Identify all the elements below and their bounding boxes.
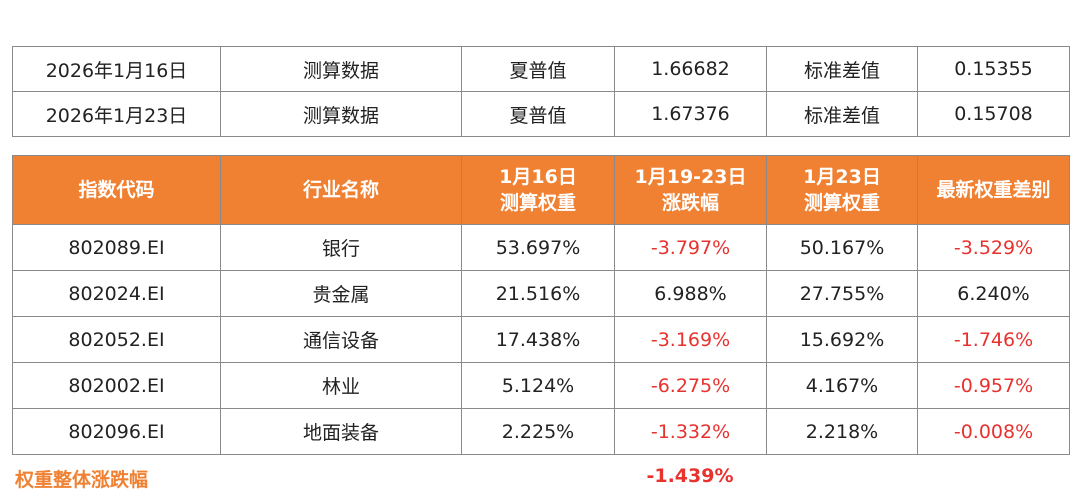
weight-0123-cell: 50.167% [766, 224, 918, 271]
index-code-cell: 802052.EI [12, 316, 221, 363]
stddev-label: 标准差值 [766, 46, 918, 92]
weight-0116-cell: 2.225% [461, 408, 615, 455]
summary-type: 测算数据 [220, 91, 462, 137]
header-weight-0116: 1月16日 测算权重 [461, 155, 615, 225]
weight-0116-cell: 17.438% [461, 316, 615, 363]
index-code-cell: 802089.EI [12, 224, 221, 271]
table-row: 802002.EI 林业 5.124% -6.275% 4.167% -0.95… [12, 362, 1070, 409]
weight-0123-cell: 4.167% [766, 362, 918, 409]
overall-change-label: 权重整体涨跌幅 [15, 469, 149, 491]
weight-0123-cell: 15.692% [766, 316, 918, 363]
index-code-cell: 802024.EI [12, 270, 221, 317]
summary-row: 2026年1月23日 测算数据 夏普值 1.67376 标准差值 0.15708 [12, 91, 1070, 137]
industry-cell: 通信设备 [220, 316, 462, 363]
summary-row: 2026年1月16日 测算数据 夏普值 1.66682 标准差值 0.15355 [12, 46, 1070, 92]
header-weight-diff: 最新权重差别 [917, 155, 1070, 225]
diff-cell: 6.240% [917, 270, 1070, 317]
diff-cell: -3.529% [917, 224, 1070, 271]
summary-date: 2026年1月23日 [12, 91, 221, 137]
weight-0116-cell: 53.697% [461, 224, 615, 271]
change-cell: -3.797% [614, 224, 767, 271]
stddev-value: 0.15708 [917, 91, 1070, 137]
diff-cell: -0.008% [917, 408, 1070, 455]
change-cell: -1.332% [614, 408, 767, 455]
sharpe-label: 夏普值 [461, 46, 615, 92]
stddev-label: 标准差值 [766, 91, 918, 137]
sharpe-value: 1.66682 [614, 46, 767, 92]
index-code-cell: 802002.EI [12, 362, 221, 409]
industry-cell: 林业 [220, 362, 462, 409]
stddev-value: 0.15355 [917, 46, 1070, 92]
change-cell: -3.169% [614, 316, 767, 363]
sharpe-label: 夏普值 [461, 91, 615, 137]
diff-cell: -0.957% [917, 362, 1070, 409]
header-index-code: 指数代码 [12, 155, 221, 225]
overall-change-value: -1.439% [646, 465, 734, 487]
index-code-cell: 802096.EI [12, 408, 221, 455]
header-industry-name: 行业名称 [220, 155, 462, 225]
change-cell: 6.988% [614, 270, 767, 317]
header-weight-0123: 1月23日 测算权重 [766, 155, 918, 225]
change-cell: -6.275% [614, 362, 767, 409]
header-change: 1月19-23日 涨跌幅 [614, 155, 767, 225]
sharpe-value: 1.67376 [614, 91, 767, 137]
diff-cell: -1.746% [917, 316, 1070, 363]
summary-table: 2026年1月16日 测算数据 夏普值 1.66682 标准差值 0.15355… [12, 46, 1070, 137]
weight-0123-cell: 2.218% [766, 408, 918, 455]
industry-cell: 地面装备 [220, 408, 462, 455]
weight-0123-cell: 27.755% [766, 270, 918, 317]
table-row: 802096.EI 地面装备 2.225% -1.332% 2.218% -0.… [12, 408, 1070, 455]
table-header-row: 指数代码 行业名称 1月16日 测算权重 1月19-23日 涨跌幅 1月23日 … [12, 155, 1070, 225]
weight-0116-cell: 21.516% [461, 270, 615, 317]
weight-0116-cell: 5.124% [461, 362, 615, 409]
table-row: 802052.EI 通信设备 17.438% -3.169% 15.692% -… [12, 316, 1070, 363]
summary-type: 测算数据 [220, 46, 462, 92]
summary-date: 2026年1月16日 [12, 46, 221, 92]
industry-cell: 贵金属 [220, 270, 462, 317]
weights-table: 指数代码 行业名称 1月16日 测算权重 1月19-23日 涨跌幅 1月23日 … [12, 155, 1070, 455]
industry-cell: 银行 [220, 224, 462, 271]
table-row: 802089.EI 银行 53.697% -3.797% 50.167% -3.… [12, 224, 1070, 271]
table-row: 802024.EI 贵金属 21.516% 6.988% 27.755% 6.2… [12, 270, 1070, 317]
